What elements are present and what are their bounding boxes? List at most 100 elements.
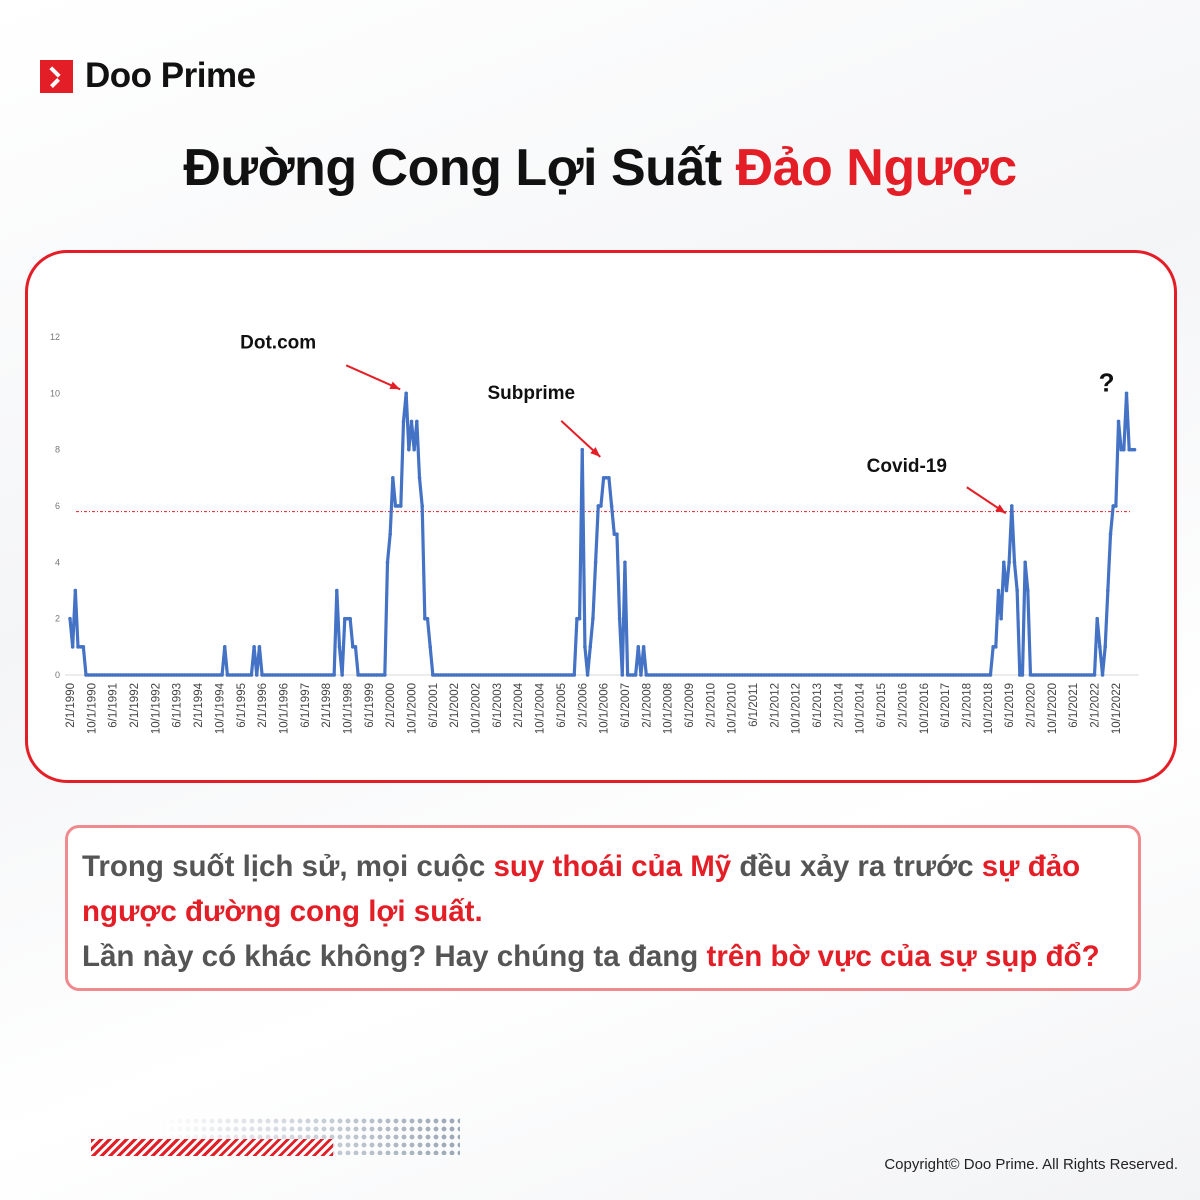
- data-point: [884, 673, 889, 677]
- data-point: [919, 673, 923, 677]
- data-point: [1044, 673, 1049, 677]
- data-point: [81, 645, 86, 649]
- data-point: [300, 673, 304, 677]
- data-point: [695, 673, 699, 677]
- data-point: [652, 673, 657, 677]
- data-point: [372, 673, 376, 677]
- data-point: [1020, 673, 1025, 677]
- x-tick-label: 10/1/2020: [1047, 683, 1059, 734]
- data-point: [180, 673, 184, 677]
- data-point: [1055, 673, 1059, 677]
- arrowhead-icon: [389, 381, 401, 390]
- data-point: [847, 673, 851, 677]
- data-point: [812, 673, 817, 677]
- data-point: [465, 673, 470, 677]
- data-point: [993, 645, 998, 649]
- data-point: [1004, 588, 1009, 593]
- data-point: [711, 673, 715, 677]
- data-point: [887, 673, 891, 677]
- data-point: [905, 673, 910, 677]
- data-point: [383, 673, 387, 677]
- data-point: [524, 673, 529, 677]
- x-tick-label: 10/1/2010: [727, 683, 739, 734]
- y-tick-label: 8: [55, 445, 60, 455]
- series-line: [68, 391, 1135, 677]
- data-point: [142, 673, 147, 677]
- message-highlight: sự đảo ngược đường cong lợi suất.: [82, 850, 1081, 928]
- data-point: [396, 504, 400, 508]
- data-point: [897, 673, 902, 677]
- x-tick-label: 6/1/1995: [236, 683, 248, 728]
- data-point: [620, 673, 625, 677]
- data-point: [209, 673, 214, 677]
- data-point: [951, 673, 955, 677]
- data-point: [964, 673, 969, 677]
- data-point: [222, 645, 227, 649]
- data-point: [1050, 673, 1054, 677]
- data-point: [348, 616, 352, 621]
- x-tick-label: 10/1/1998: [342, 683, 354, 734]
- data-point: [156, 673, 160, 677]
- annotation-label: ?: [1099, 367, 1115, 397]
- x-tick-label: 2/1/2010: [705, 683, 717, 728]
- data-point: [849, 673, 854, 677]
- data-point: [975, 673, 979, 677]
- data-point: [625, 673, 630, 677]
- x-tick-label: 2/1/2006: [577, 683, 589, 728]
- x-tick-label: 2/1/1994: [193, 682, 205, 727]
- data-point: [961, 673, 966, 677]
- data-point: [1031, 673, 1035, 677]
- data-point: [417, 476, 422, 480]
- data-point: [753, 673, 758, 677]
- data-point: [212, 673, 216, 677]
- data-point: [318, 673, 323, 677]
- chart-frame: [25, 250, 1177, 783]
- data-point: [945, 673, 950, 677]
- arrowhead-icon: [590, 447, 601, 457]
- copyright: Copyright© Doo Prime. All Rights Reserve…: [884, 1156, 1178, 1173]
- message-highlight: trên bờ vực của sự sụp đổ?: [706, 940, 1100, 973]
- data-point: [70, 645, 75, 649]
- data-point: [433, 673, 438, 677]
- message-text: đều xảy ra trước: [731, 850, 982, 883]
- data-point: [415, 419, 419, 424]
- data-point: [983, 673, 987, 677]
- data-point: [519, 673, 523, 677]
- data-point: [377, 673, 382, 677]
- data-point: [948, 673, 953, 677]
- data-point: [815, 673, 819, 677]
- data-point: [535, 673, 539, 677]
- data-point: [423, 616, 427, 621]
- data-point: [532, 673, 537, 677]
- data-point: [217, 673, 222, 677]
- data-point: [673, 673, 678, 677]
- data-point: [1103, 645, 1107, 649]
- message-highlight: suy thoái của Mỹ: [493, 850, 732, 883]
- x-tick-label: 2/1/1998: [321, 683, 333, 728]
- data-point: [1119, 447, 1123, 452]
- data-point: [73, 588, 78, 593]
- data-point: [1100, 673, 1105, 677]
- data-point: [676, 673, 681, 677]
- x-tick-label: 6/1/2009: [684, 683, 696, 728]
- data-point: [188, 673, 192, 677]
- data-point: [262, 673, 267, 677]
- data-point: [823, 673, 827, 677]
- data-point: [102, 673, 107, 677]
- x-tick-label: 2/1/2008: [641, 683, 653, 728]
- data-point: [1039, 673, 1043, 677]
- data-point: [967, 673, 971, 677]
- data-point: [708, 673, 713, 677]
- data-point: [252, 645, 256, 649]
- data-point: [756, 673, 761, 677]
- data-point: [174, 673, 179, 677]
- data-point: [86, 673, 91, 677]
- data-point: [751, 673, 755, 677]
- data-point: [913, 673, 918, 677]
- data-point: [190, 673, 195, 677]
- data-point: [140, 673, 144, 677]
- data-point: [559, 673, 563, 677]
- data-point: [727, 673, 731, 677]
- data-point: [1106, 588, 1110, 593]
- data-point: [551, 673, 555, 677]
